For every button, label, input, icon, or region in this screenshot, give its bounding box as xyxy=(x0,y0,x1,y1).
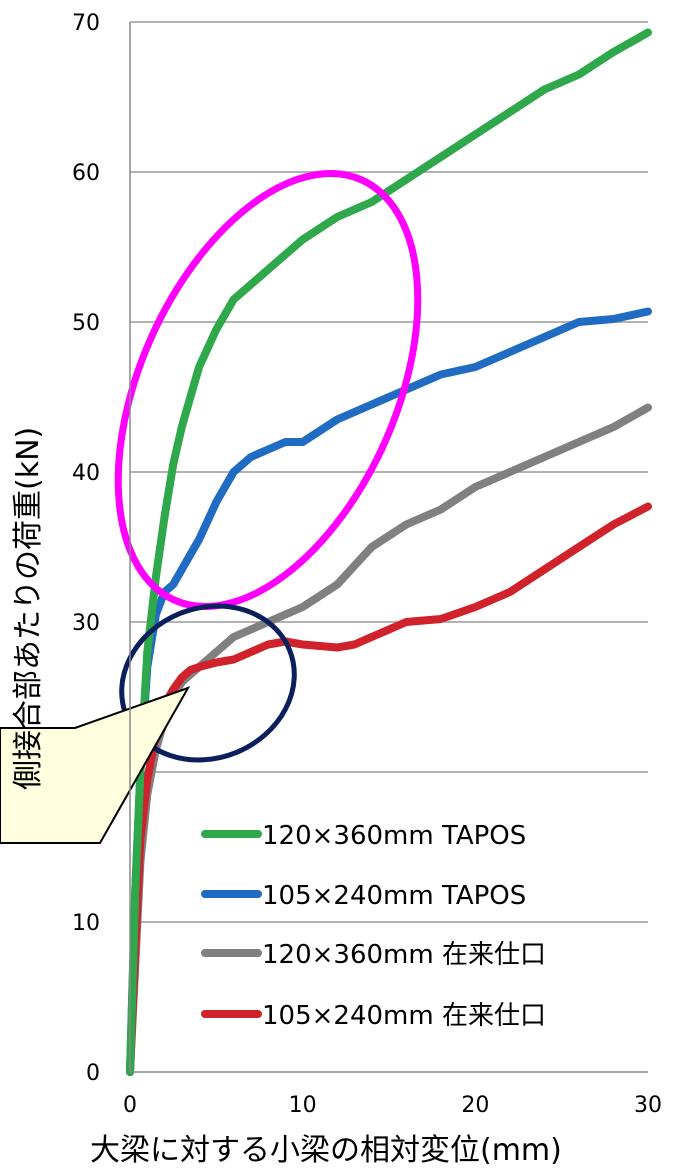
x-tick-label: 10 xyxy=(289,1093,317,1118)
x-tick-label: 0 xyxy=(123,1093,137,1118)
legend-item-2: 105×240mm TAPOS xyxy=(201,881,526,911)
legend-item-4: 105×240mm 在来仕口 xyxy=(201,1001,546,1031)
legend-label-4: 105×240mm 在来仕口 xyxy=(262,1001,546,1031)
legend-label-1: 120×360mm TAPOS xyxy=(262,821,526,851)
series-line-2 xyxy=(126,307,652,1076)
y-tick-label: 10 xyxy=(72,911,100,936)
legend-item-3: 120×360mm 在来仕口 xyxy=(201,940,546,970)
y-tick-label: 30 xyxy=(72,611,100,636)
y-tick-label: 50 xyxy=(72,311,100,336)
highlight-ellipse-magenta xyxy=(114,170,422,610)
legend-label-3: 120×360mm 在来仕口 xyxy=(262,940,546,970)
gridlines xyxy=(130,21,648,923)
y-tick-label: 0 xyxy=(86,1061,100,1086)
series-line-1 xyxy=(126,28,652,1076)
legend-label-2: 105×240mm TAPOS xyxy=(262,881,526,911)
legend: 120×360mm TAPOS 105×240mm TAPOS 120×360m… xyxy=(201,821,546,1031)
legend-item-1: 120×360mm TAPOS xyxy=(201,821,526,851)
x-tick-label: 30 xyxy=(634,1093,662,1118)
series-line-4 xyxy=(126,502,652,1076)
callout-balloon xyxy=(0,686,191,844)
tick-labels: 0 10 30 40 50 60 70 0 10 20 30 xyxy=(72,11,662,1118)
y-tick-label: 70 xyxy=(72,11,100,36)
x-axis-title: 大梁に対する小梁の相対変位(mm) xyxy=(90,1133,562,1168)
y-axis-title: 側接合部あたりの荷重(kN) xyxy=(11,427,46,790)
series-line-3 xyxy=(126,403,652,1076)
y-tick-label: 60 xyxy=(72,161,100,186)
y-tick-label: 40 xyxy=(72,461,100,486)
x-tick-label: 20 xyxy=(461,1093,489,1118)
series-lines xyxy=(126,28,652,1076)
